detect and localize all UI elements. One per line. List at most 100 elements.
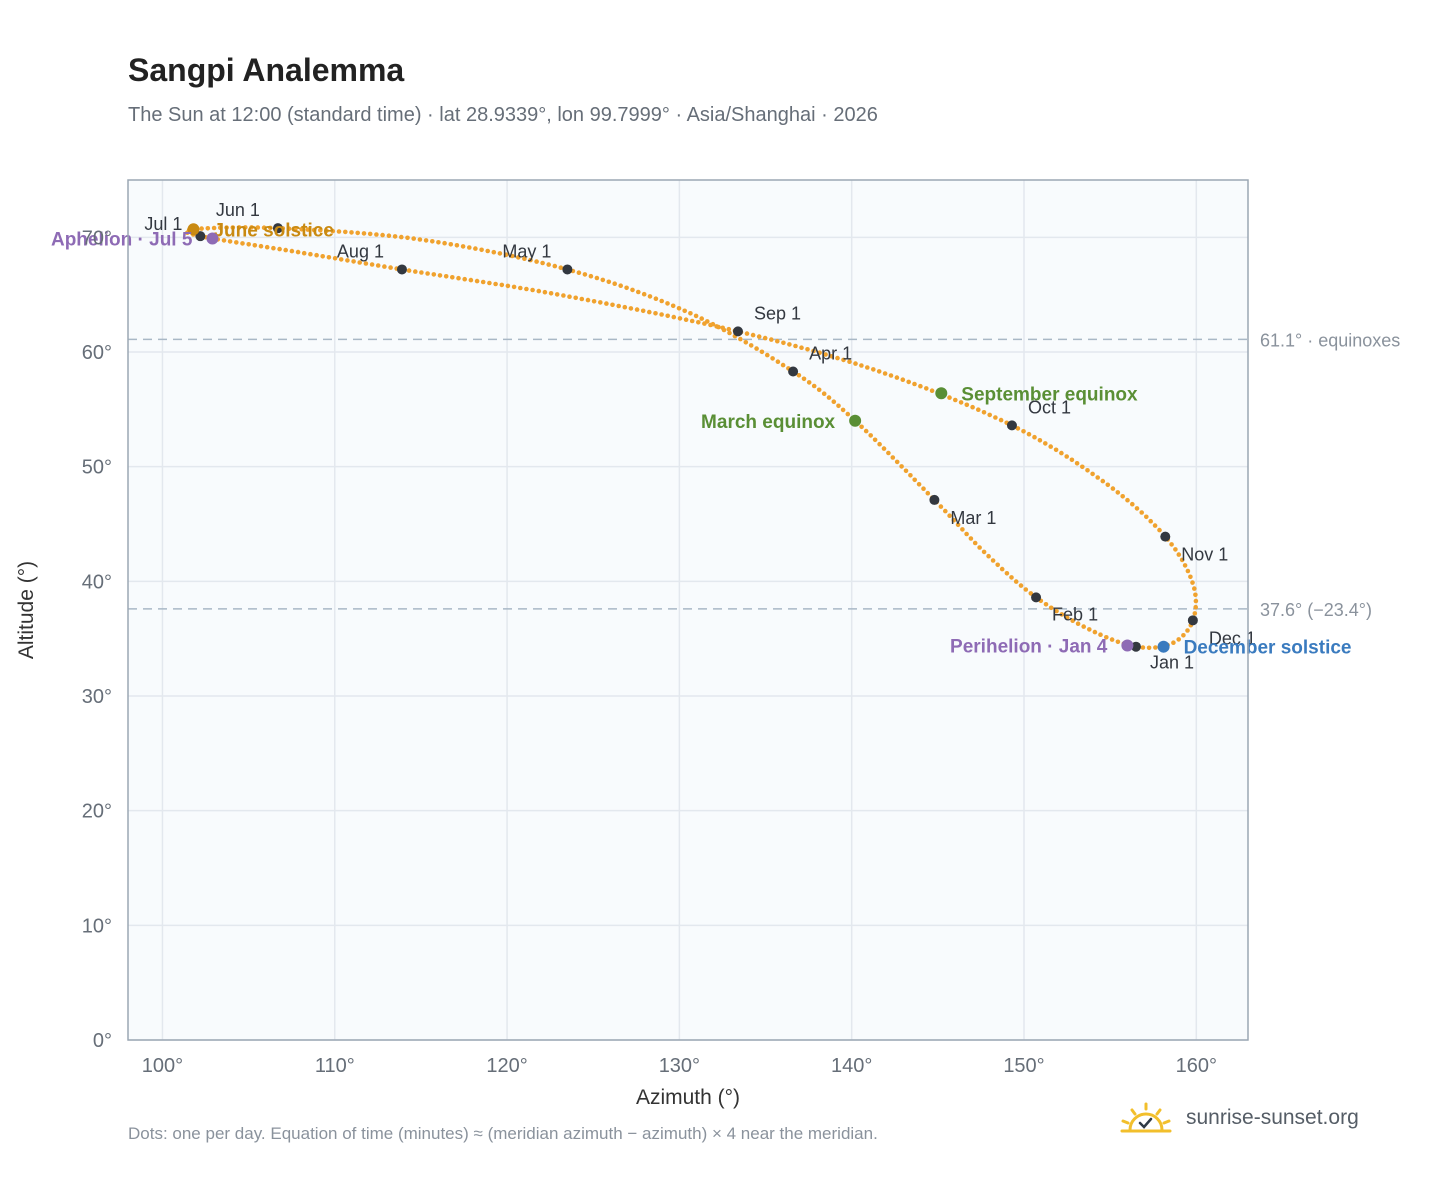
daily-sun-dot bbox=[671, 314, 677, 320]
daily-sun-dot bbox=[659, 312, 664, 317]
daily-sun-dot bbox=[756, 334, 762, 339]
daily-sun-dot bbox=[240, 241, 245, 246]
daily-sun-dot bbox=[1140, 645, 1146, 650]
daily-sun-dot bbox=[361, 231, 367, 236]
daily-sun-dot bbox=[630, 287, 635, 293]
daily-sun-dot bbox=[622, 304, 628, 310]
daily-sun-dot bbox=[437, 273, 443, 278]
daily-sun-dot bbox=[1176, 637, 1181, 642]
daily-sun-dot bbox=[750, 332, 756, 338]
brand-name: sunrise-sunset.org bbox=[1186, 1106, 1359, 1129]
month-label: Jul 1 bbox=[144, 214, 182, 234]
grid-lines bbox=[128, 180, 1248, 1041]
footnote: Dots: one per day. Equation of time (min… bbox=[128, 1124, 878, 1143]
daily-sun-dot bbox=[938, 504, 944, 509]
daily-sun-dot bbox=[688, 311, 693, 316]
daily-sun-dot bbox=[769, 337, 774, 342]
daily-sun-dot bbox=[696, 320, 701, 325]
daily-sun-dot bbox=[567, 294, 572, 300]
daily-sun-dot bbox=[816, 387, 822, 393]
daily-sun-dot bbox=[295, 249, 301, 255]
daily-sun-dot bbox=[604, 301, 609, 306]
daily-sun-dot bbox=[894, 375, 900, 380]
daily-sun-dot bbox=[981, 410, 987, 415]
event-label: Aphelion · Jul 5 bbox=[51, 229, 193, 250]
daily-sun-dot bbox=[320, 253, 326, 259]
daily-sun-dot bbox=[1105, 482, 1111, 488]
daily-sun-dot bbox=[610, 302, 615, 308]
daily-sun-dot bbox=[243, 225, 248, 230]
daily-sun-dot bbox=[1059, 450, 1064, 456]
daily-sun-dot bbox=[450, 275, 455, 280]
daily-sun-dot bbox=[585, 297, 591, 303]
daily-sun-dot bbox=[836, 403, 841, 409]
daily-sun-dot bbox=[536, 288, 542, 294]
y-tick-label: 0° bbox=[93, 1030, 112, 1052]
daily-sun-dot bbox=[1120, 494, 1125, 499]
daily-sun-dot bbox=[859, 424, 864, 430]
daily-sun-dot bbox=[977, 545, 982, 550]
daily-sun-dot bbox=[264, 244, 270, 250]
daily-sun-dot bbox=[780, 362, 786, 368]
chart-title: Sangpi Analemma bbox=[128, 52, 405, 88]
y-tick-label: 10° bbox=[82, 915, 112, 937]
daily-sun-dot bbox=[468, 277, 474, 283]
y-axis-label: Altitude (°) bbox=[15, 561, 38, 659]
daily-sun-dot bbox=[382, 264, 387, 269]
event-label: Perihelion · Jan 4 bbox=[950, 637, 1108, 658]
daily-sun-dot bbox=[357, 260, 363, 265]
daily-sun-dot bbox=[234, 240, 239, 245]
daily-sun-dot bbox=[823, 352, 828, 357]
daily-sun-dot bbox=[640, 308, 646, 314]
brand-logo[interactable]: sunrise-sunset.org bbox=[1118, 1100, 1359, 1136]
daily-sun-dot bbox=[351, 259, 356, 264]
daily-sun-dot bbox=[999, 566, 1005, 572]
month-label: Nov 1 bbox=[1181, 545, 1228, 565]
month-marker bbox=[272, 223, 283, 234]
daily-sun-dot bbox=[647, 309, 652, 315]
daily-sun-dot bbox=[1090, 471, 1095, 477]
daily-sun-dot bbox=[806, 380, 812, 385]
daily-sun-dot bbox=[1004, 571, 1010, 576]
daily-sun-dot bbox=[714, 324, 719, 329]
daily-sun-dot bbox=[829, 354, 834, 359]
daily-sun-dot bbox=[912, 381, 917, 387]
daily-sun-dot bbox=[653, 311, 658, 316]
x-tick-label: 130° bbox=[659, 1055, 700, 1077]
daily-sun-dot bbox=[872, 437, 878, 443]
daily-sun-dot bbox=[888, 373, 894, 378]
daily-sun-dot bbox=[906, 379, 911, 385]
daily-sun-dot bbox=[505, 283, 511, 289]
daily-sun-dot bbox=[487, 280, 492, 286]
daily-sun-dot bbox=[548, 291, 554, 296]
daily-sun-dot bbox=[491, 249, 497, 255]
daily-sun-dot bbox=[689, 318, 695, 324]
daily-sun-dot bbox=[886, 450, 891, 456]
daily-sun-dot bbox=[509, 253, 515, 259]
daily-sun-dot bbox=[230, 225, 236, 230]
event-label: June solstice bbox=[213, 220, 333, 241]
daily-sun-dot bbox=[831, 399, 837, 405]
daily-sun-dot bbox=[1069, 457, 1075, 463]
daily-sun-dot bbox=[249, 225, 254, 230]
sun-logo-icon bbox=[1120, 1102, 1172, 1133]
event-marker bbox=[187, 223, 200, 236]
daily-sun-dot bbox=[871, 367, 876, 372]
daily-sun-dot bbox=[345, 258, 350, 263]
daily-sun-dot bbox=[964, 402, 970, 408]
daily-sun-dot bbox=[277, 246, 282, 252]
daily-sun-dot bbox=[972, 540, 978, 546]
daily-sun-dot bbox=[693, 313, 699, 319]
daily-sun-dot bbox=[775, 338, 780, 344]
daily-sun-dot bbox=[1192, 586, 1197, 591]
daily-sun-dot bbox=[1169, 542, 1174, 547]
month-marker bbox=[1187, 615, 1198, 626]
month-marker bbox=[396, 264, 407, 275]
daily-sun-dot bbox=[1064, 615, 1070, 620]
daily-sun-dot bbox=[899, 464, 904, 469]
month-markers: Jan 1 Feb 1 Mar 1 Apr 1 May 1 Jun 1 Jul 1 Aug 1… bbox=[144, 200, 1256, 673]
daily-sun-dot bbox=[811, 348, 816, 354]
y-tick-label: 50° bbox=[82, 457, 112, 479]
daily-sun-dot bbox=[399, 234, 404, 240]
daily-sun-dot bbox=[392, 234, 398, 239]
